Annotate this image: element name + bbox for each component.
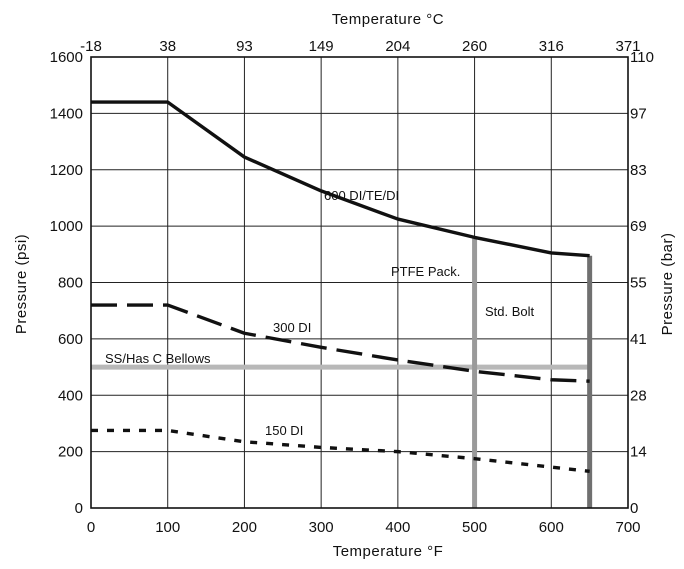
y-right-tick-label: 69 — [630, 218, 647, 235]
x-top-tick-label: 149 — [309, 38, 334, 55]
y-right-tick-label: 28 — [630, 387, 647, 404]
y-right-tick-label: 110 — [630, 49, 654, 66]
y-axis-right-title: Pressure (bar) — [659, 233, 676, 336]
series-line — [91, 428, 590, 474]
series-line — [91, 100, 590, 258]
x-tick-label: 700 — [615, 519, 640, 536]
plot-frame — [90, 56, 629, 509]
y-tick-label: 800 — [58, 275, 83, 292]
y-tick-label: 1200 — [50, 162, 83, 179]
y-tick-label: 0 — [75, 500, 83, 517]
x-tick-label: 100 — [155, 519, 180, 536]
x-top-tick-label: 93 — [236, 38, 253, 55]
x-axis-top-title: Temperature °C — [332, 11, 444, 28]
series-labels: 600 DI/TE/DI 300 DI 150 DI SS/Has C Bellows… — [105, 188, 535, 438]
x-top-tick-label: 38 — [159, 38, 176, 55]
series-line — [91, 303, 590, 383]
limit-lines — [91, 237, 593, 508]
series-label: 300 DI — [273, 320, 311, 335]
y-tick-label: 1600 — [50, 49, 83, 66]
x-top-tick-label: 260 — [462, 38, 487, 55]
y-right-tick-label: 83 — [630, 162, 647, 179]
series-label: 600 DI/TE/DI — [324, 188, 399, 203]
x-axis-title: Temperature °F — [333, 543, 444, 560]
x-tick-label: 200 — [232, 519, 257, 536]
x-tick-label: 500 — [462, 519, 487, 536]
limit-label: SS/Has C Bellows — [105, 351, 211, 366]
series-label: 150 DI — [265, 423, 303, 438]
y-right-tick-label: 41 — [630, 331, 647, 348]
y-right-tick-label: 97 — [630, 105, 647, 122]
grid — [90, 56, 629, 509]
y-right-tick-label: 0 — [630, 500, 638, 517]
y-tick-label: 1400 — [50, 105, 83, 122]
x-tick-label: 300 — [309, 519, 334, 536]
y-axis-title: Pressure (psi) — [13, 234, 30, 334]
x-top-tick-label: 371 — [615, 38, 640, 55]
series-lines — [91, 100, 590, 474]
x-top-tick-label: 316 — [539, 38, 564, 55]
y-right-tick-label: 55 — [630, 275, 647, 292]
y-tick-label: 600 — [58, 331, 83, 348]
x-top-tick-label: 204 — [385, 38, 410, 55]
x-tick-label: 400 — [385, 519, 410, 536]
limit-label: PTFE Pack. — [391, 264, 460, 279]
x-tick-label: 0 — [87, 519, 95, 536]
x-top-tick-label: -18 — [80, 38, 102, 55]
y-tick-label: 400 — [58, 387, 83, 404]
x-tick-label: 600 — [539, 519, 564, 536]
y-right-tick-label: 14 — [630, 444, 647, 461]
y-tick-label: 200 — [58, 444, 83, 461]
limit-label: Std. Bolt — [485, 304, 535, 319]
tick-labels: 0 100 200 300 400 500 600 700 -18 38 93 149 204 260 31… — [50, 38, 654, 536]
y-tick-label: 1000 — [50, 218, 83, 235]
